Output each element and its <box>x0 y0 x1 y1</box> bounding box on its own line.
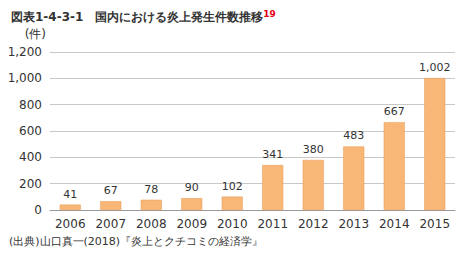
svg-text:380: 380 <box>303 143 324 156</box>
svg-text:1,000: 1,000 <box>8 71 42 85</box>
svg-text:90: 90 <box>185 181 199 194</box>
svg-text:41: 41 <box>63 188 77 201</box>
svg-text:(件): (件) <box>25 27 46 41</box>
svg-text:1,200: 1,200 <box>8 45 42 59</box>
svg-text:0: 0 <box>34 203 42 217</box>
svg-text:400: 400 <box>19 150 42 164</box>
svg-text:図表1-4-3-1 国内における炎上発生件数推移: 図表1-4-3-1 国内における炎上発生件数推移 <box>11 10 263 24</box>
svg-text:2007: 2007 <box>95 217 126 231</box>
svg-text:600: 600 <box>19 124 42 138</box>
svg-text:78: 78 <box>144 183 158 196</box>
svg-text:67: 67 <box>104 184 118 197</box>
svg-text:102: 102 <box>222 180 243 193</box>
svg-text:(出典)山口真一(2018)『炎上とクチコミの経済学』: (出典)山口真一(2018)『炎上とクチコミの経済学』 <box>9 235 263 248</box>
svg-text:667: 667 <box>384 105 405 118</box>
svg-text:483: 483 <box>343 129 364 142</box>
svg-text:1,002: 1,002 <box>419 61 451 74</box>
svg-text:2006: 2006 <box>55 217 86 231</box>
svg-text:341: 341 <box>262 148 283 161</box>
svg-text:2011: 2011 <box>257 217 288 231</box>
svg-text:2015: 2015 <box>419 217 450 231</box>
svg-text:800: 800 <box>19 98 42 112</box>
svg-text:2014: 2014 <box>379 217 410 231</box>
svg-text:2009: 2009 <box>176 217 207 231</box>
svg-text:2013: 2013 <box>338 217 369 231</box>
svg-text:2012: 2012 <box>298 217 329 231</box>
svg-text:2010: 2010 <box>217 217 248 231</box>
svg-text:2008: 2008 <box>136 217 167 231</box>
svg-text:19: 19 <box>263 9 276 19</box>
svg-text:200: 200 <box>19 177 42 191</box>
